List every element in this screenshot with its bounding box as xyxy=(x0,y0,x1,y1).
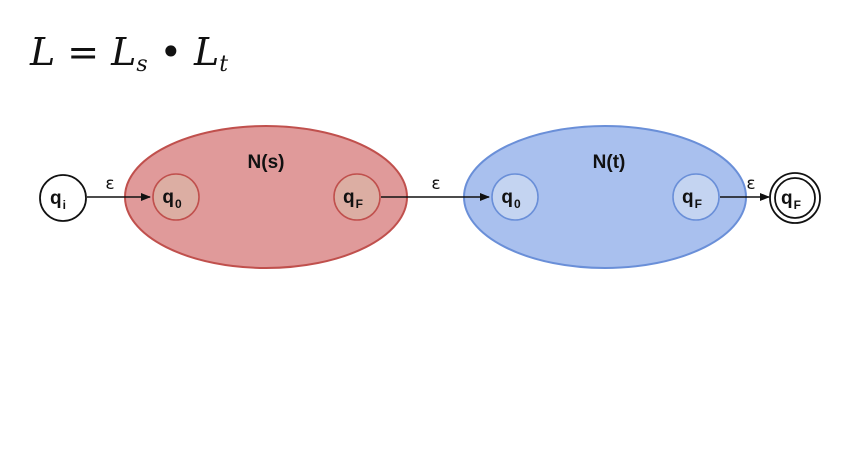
edge-label-3: ε xyxy=(746,174,755,194)
state-ns-qf-sub: F xyxy=(356,197,363,211)
state-final-sub: F xyxy=(794,198,801,212)
state-ns-qf-label: q xyxy=(343,187,355,208)
formula-equals: = xyxy=(67,30,100,74)
state-qi-sub: i xyxy=(63,198,66,212)
edge-label-1: ε xyxy=(105,174,114,194)
state-qi-label: q xyxy=(50,188,62,209)
state-qi: qi xyxy=(39,174,87,222)
formula-concat-op: • xyxy=(159,30,183,74)
state-ns-qf: qF xyxy=(333,173,381,221)
formula-left-sub: s xyxy=(136,52,148,77)
edge-label-2: ε xyxy=(431,174,440,194)
formula-left-factor: L xyxy=(111,30,137,74)
svg-text:qF: qF xyxy=(682,187,702,211)
formula-lhs: L xyxy=(30,30,56,74)
state-ns-q0-sub: 0 xyxy=(175,197,182,211)
group-ns-label: N(s) xyxy=(248,152,285,173)
svg-text:q0: q0 xyxy=(501,187,521,211)
state-nt-qf-label: q xyxy=(682,187,694,208)
state-final-label: q xyxy=(781,188,793,209)
state-nt-qf-sub: F xyxy=(695,197,702,211)
svg-text:qF: qF xyxy=(781,188,801,212)
state-ns-q0-label: q xyxy=(162,187,174,208)
state-nt-q0: q0 xyxy=(491,173,539,221)
state-ns-q0: q0 xyxy=(152,173,200,221)
group-nt-label: N(t) xyxy=(593,152,626,173)
formula-right-factor: L xyxy=(194,30,220,74)
state-nt-q0-label: q xyxy=(501,187,513,208)
state-nt-q0-sub: 0 xyxy=(514,197,521,211)
state-nt-qf: qF xyxy=(672,173,720,221)
formula-right-sub: t xyxy=(219,52,229,77)
svg-text:qi: qi xyxy=(50,188,66,212)
svg-text:qF: qF xyxy=(343,187,363,211)
state-final-accepting: qF xyxy=(769,172,821,224)
svg-text:q0: q0 xyxy=(162,187,182,211)
formula: L = Ls • Lt xyxy=(30,30,228,77)
